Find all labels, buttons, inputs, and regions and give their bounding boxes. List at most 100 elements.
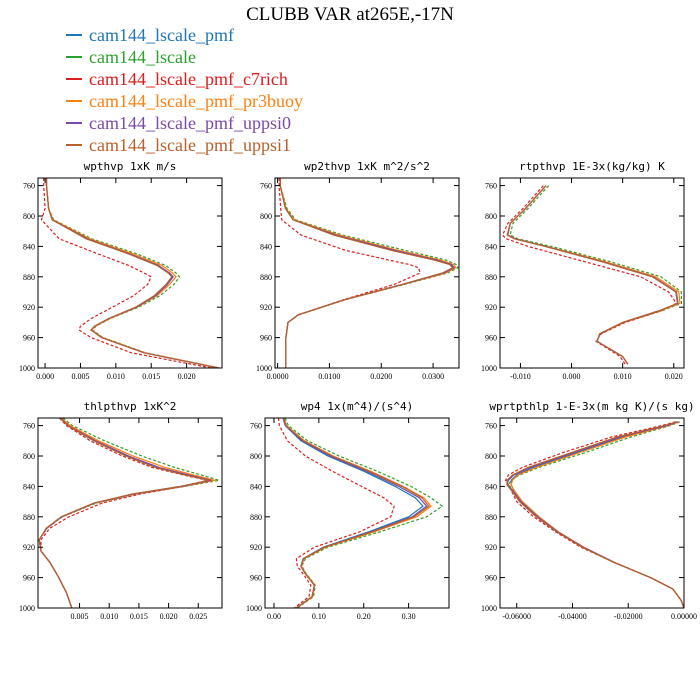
series-line bbox=[279, 178, 457, 368]
chart-series-group bbox=[40, 178, 221, 368]
x-tick-label: -0.04000 bbox=[558, 612, 587, 621]
y-tick-label: 960 bbox=[485, 574, 497, 583]
chart-panel: wp2thvp 1xK m^2/s^2 760 800 840 880 920 960 100… bbox=[256, 160, 460, 381]
x-tick-label: 0.015 bbox=[130, 612, 148, 621]
legend-item: cam144_lscale_pmf_pr3buoy bbox=[66, 90, 303, 112]
series-line bbox=[277, 418, 395, 608]
series-line bbox=[279, 178, 459, 368]
series-line bbox=[507, 185, 681, 365]
y-tick-label: 760 bbox=[485, 182, 497, 191]
legend-label: cam144_lscale_pmf_uppsi0 bbox=[89, 112, 291, 133]
y-tick-label: 920 bbox=[260, 303, 272, 312]
series-line bbox=[45, 178, 221, 368]
y-tick-label: 1000 bbox=[481, 604, 497, 613]
page-title: CLUBB VAR at265E,-17N bbox=[246, 4, 454, 25]
chart-panel: wprtpthlp 1-E-3x(m kg K)/(s kg) 760 800 840… bbox=[481, 400, 697, 621]
series-line bbox=[279, 178, 456, 368]
chart-panel: thlpthvp 1xK^2 760 800 840 880 920 960 1000 0.00… bbox=[19, 400, 223, 621]
chart-title: wp2thvp 1xK m^2/s^2 bbox=[304, 160, 430, 173]
x-tick-label: 0.00 bbox=[267, 612, 281, 621]
chart-frame bbox=[264, 417, 450, 609]
chart-panel: wpthvp 1xK m/s76080084088092096010000.00… bbox=[19, 160, 223, 381]
legend-swatch bbox=[66, 122, 82, 124]
y-tick-label: 800 bbox=[23, 452, 35, 461]
x-tick-label: 0.20 bbox=[357, 612, 371, 621]
chart-title: wp4 1x(m^4)/(s^4) bbox=[301, 400, 414, 413]
series-line bbox=[504, 421, 684, 608]
x-tick-label: 0.010 bbox=[614, 372, 632, 381]
x-tick-label: 0.020 bbox=[178, 372, 196, 381]
y-tick-label: 880 bbox=[260, 273, 272, 282]
x-tick-label: 0.015 bbox=[142, 372, 160, 381]
y-tick-label: 760 bbox=[23, 182, 35, 191]
y-tick-label: 920 bbox=[250, 543, 262, 552]
x-tick-label: 0.010 bbox=[107, 372, 125, 381]
y-tick-label: 800 bbox=[23, 212, 35, 221]
y-tick-label: 840 bbox=[23, 242, 35, 251]
legend-item: cam144_lscale bbox=[66, 46, 303, 68]
x-tick-label: 0.0200 bbox=[370, 372, 392, 381]
y-tick-label: 760 bbox=[250, 422, 262, 431]
legend-swatch bbox=[66, 34, 82, 36]
series-line bbox=[40, 418, 208, 608]
y-tick-label: 1000 bbox=[481, 364, 497, 373]
series-line bbox=[279, 178, 455, 368]
series-line bbox=[509, 185, 683, 365]
y-tick-label: 800 bbox=[260, 212, 272, 221]
chart-frame bbox=[274, 177, 460, 369]
chart-series-group bbox=[504, 421, 684, 608]
chart-title: wpthvp 1xK m/s bbox=[84, 160, 177, 173]
legend-swatch bbox=[66, 100, 82, 102]
y-tick-label: 840 bbox=[250, 482, 262, 491]
x-tick-label: -0.02000 bbox=[614, 612, 643, 621]
legend-swatch bbox=[66, 78, 82, 80]
y-tick-label: 1000 bbox=[246, 604, 262, 613]
series-line bbox=[45, 178, 219, 368]
legend-item: cam144_lscale_pmf_c7rich bbox=[66, 68, 303, 90]
x-tick-label: -0.010 bbox=[510, 372, 531, 381]
y-tick-label: 960 bbox=[485, 334, 497, 343]
chart-frame bbox=[37, 177, 223, 369]
chart-frame bbox=[37, 417, 223, 609]
y-tick-label: 800 bbox=[485, 212, 497, 221]
x-tick-label: 0.00000 bbox=[671, 612, 697, 621]
x-tick-label: 0.000 bbox=[36, 372, 54, 381]
chart-series-group bbox=[501, 185, 683, 365]
y-tick-label: 960 bbox=[23, 574, 35, 583]
chart-series-group bbox=[38, 418, 220, 608]
x-tick-label: 0.0300 bbox=[422, 372, 444, 381]
y-tick-label: 960 bbox=[260, 334, 272, 343]
x-tick-label: 0.000 bbox=[563, 372, 581, 381]
y-tick-label: 840 bbox=[485, 482, 497, 491]
x-tick-label: 0.010 bbox=[100, 612, 118, 621]
chart-panel: rtpthvp 1E-3x(kg/kg) K 760 800 840 880 920 960… bbox=[481, 160, 685, 381]
series-line bbox=[45, 178, 220, 368]
series-line bbox=[40, 178, 212, 368]
series-line bbox=[38, 418, 212, 608]
y-tick-label: 800 bbox=[485, 452, 497, 461]
y-tick-label: 920 bbox=[23, 543, 35, 552]
x-tick-label: 0.30 bbox=[402, 612, 416, 621]
x-tick-label: 0.020 bbox=[160, 612, 178, 621]
series-line bbox=[38, 418, 220, 608]
series-line bbox=[507, 185, 679, 365]
x-tick-label: 0.0000 bbox=[267, 372, 289, 381]
series-line bbox=[506, 185, 679, 365]
series-line bbox=[279, 178, 454, 368]
series-line bbox=[282, 418, 424, 608]
legend-label: cam144_lscale_pmf_c7rich bbox=[89, 68, 288, 89]
series-line bbox=[283, 418, 432, 608]
legend-item: cam144_lscale_pmf_uppsi0 bbox=[66, 112, 303, 134]
chart-series-group bbox=[277, 418, 444, 608]
series-line bbox=[501, 185, 678, 365]
y-tick-label: 880 bbox=[23, 513, 35, 522]
chart-frame bbox=[499, 177, 685, 369]
y-tick-label: 840 bbox=[23, 482, 35, 491]
y-tick-label: 960 bbox=[250, 574, 262, 583]
chart-series-group bbox=[278, 178, 459, 368]
series-line bbox=[38, 418, 216, 608]
x-tick-label: 0.025 bbox=[189, 612, 207, 621]
y-tick-label: 880 bbox=[485, 513, 497, 522]
series-line bbox=[38, 418, 210, 608]
y-tick-label: 880 bbox=[23, 273, 35, 282]
